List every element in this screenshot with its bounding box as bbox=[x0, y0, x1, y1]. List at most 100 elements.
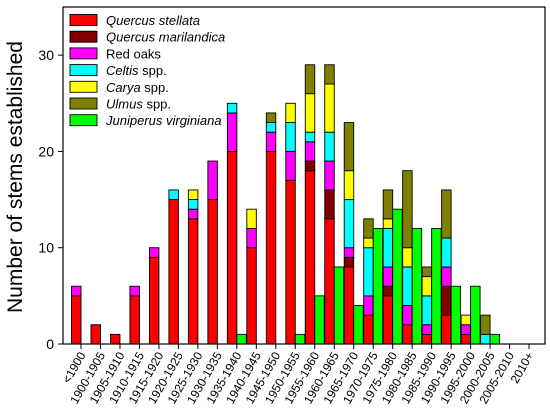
y-axis-label: Number of stems established bbox=[4, 41, 27, 313]
bar-quercus-stellata-1990-1995 bbox=[441, 314, 452, 345]
bar-quercus-stellata-1900-1905 bbox=[90, 324, 101, 345]
bar-quercus-marilandica-1990-1995 bbox=[441, 285, 452, 316]
bar-juniperus-virginiana-1980-1985 bbox=[411, 228, 423, 345]
bar-celtis-spp-1990-1995 bbox=[441, 237, 452, 268]
legend-label: Ulmus spp. bbox=[106, 97, 171, 112]
bar-red-oaks-1935-1940 bbox=[226, 112, 238, 152]
legend-label: Juniperus virginiana bbox=[105, 113, 222, 128]
bar-carya-spp-1950-1955 bbox=[285, 102, 296, 124]
bar-carya-spp-1955-1960 bbox=[304, 93, 316, 133]
bar-quercus-stellata-1920-1925 bbox=[168, 199, 179, 345]
y-tick-label: 30 bbox=[38, 47, 54, 63]
legend-swatch bbox=[69, 114, 98, 127]
bar-carya-spp-1940-1945 bbox=[246, 208, 257, 229]
bar-ulmus-spp-1960-1965 bbox=[324, 64, 335, 85]
bar-quercus-stellata-1950-1955 bbox=[285, 179, 296, 345]
bar-red-oaks-1990-1995 bbox=[441, 266, 452, 287]
bar-juniperus-virginiana-2000-2005 bbox=[489, 333, 501, 345]
legend-item-ulmus-spp: Ulmus spp. bbox=[69, 97, 171, 112]
legend-swatch bbox=[69, 14, 98, 26]
legend-label: Quercus stellata bbox=[106, 13, 200, 28]
bar-quercus-stellata-1905-1910 bbox=[110, 333, 121, 345]
bar-juniperus-virginiana-1960-1965 bbox=[333, 266, 345, 345]
legend-item-quercus-stellata: Quercus stellata bbox=[69, 13, 200, 28]
bar-red-oaks-1910-1915 bbox=[129, 285, 140, 297]
bar-juniperus-virginiana-1950-1955 bbox=[294, 333, 306, 345]
legend-swatch bbox=[69, 47, 98, 60]
bar-quercus-stellata-1910-1915 bbox=[129, 295, 140, 345]
bar-red-oaks-1975-1980 bbox=[382, 266, 394, 287]
bar-quercus-stellata-1940-1945 bbox=[246, 247, 257, 345]
bar-juniperus-virginiana-1990-1995 bbox=[450, 285, 462, 345]
bar-ulmus-spp-2000-2005 bbox=[480, 314, 491, 335]
bar-quercus-stellata-1980-1985 bbox=[402, 324, 413, 345]
y-tick-label: 20 bbox=[38, 143, 54, 159]
bar-red-oaks-1965-1970 bbox=[343, 247, 355, 258]
bar-ulmus-spp-1945-1950 bbox=[265, 112, 277, 123]
bar-quercus-stellata-1995-2000 bbox=[460, 333, 472, 345]
bar-celtis-spp-1965-1970 bbox=[343, 199, 355, 249]
bar-celtis-spp-1970-1975 bbox=[363, 247, 374, 297]
y-tick-label: 10 bbox=[38, 240, 54, 256]
plot-frame bbox=[62, 6, 546, 345]
bar-ulmus-spp-1970-1975 bbox=[363, 218, 374, 239]
bar-quercus-stellata-lt-1900 bbox=[71, 295, 82, 345]
bar-quercus-marilandica-1975-1980 bbox=[382, 285, 394, 297]
bar-quercus-stellata-1930-1935 bbox=[207, 199, 218, 345]
bar-quercus-marilandica-1965-1970 bbox=[343, 256, 355, 268]
bar-red-oaks-1970-1975 bbox=[363, 295, 374, 316]
bar-carya-spp-1960-1965 bbox=[324, 83, 335, 133]
bar-ulmus-spp-1955-1960 bbox=[304, 64, 316, 95]
bar-celtis-spp-1960-1965 bbox=[324, 131, 335, 162]
bar-quercus-stellata-1925-1930 bbox=[187, 218, 199, 345]
bar-quercus-stellata-1965-1970 bbox=[343, 266, 355, 345]
bar-juniperus-virginiana-1965-1970 bbox=[353, 305, 364, 345]
bar-red-oaks-1985-1990 bbox=[421, 324, 433, 335]
legend-item-red-oaks: Red oaks bbox=[69, 46, 161, 61]
bar-quercus-marilandica-1955-1960 bbox=[304, 160, 316, 172]
bar-ulmus-spp-1985-1990 bbox=[421, 266, 433, 278]
bar-quercus-stellata-1960-1965 bbox=[324, 218, 335, 345]
bar-celtis-spp-2000-2005 bbox=[480, 333, 491, 345]
bar-celtis-spp-1925-1930 bbox=[187, 199, 199, 210]
bar-quercus-stellata-1945-1950 bbox=[265, 150, 277, 345]
bar-quercus-stellata-1915-1920 bbox=[148, 256, 160, 345]
bar-carya-spp-1965-1970 bbox=[343, 170, 355, 201]
bar-red-oaks-1925-1930 bbox=[187, 208, 199, 220]
bar-celtis-spp-1955-1960 bbox=[304, 131, 316, 143]
bar-red-oaks-1940-1945 bbox=[246, 228, 257, 249]
bar-celtis-spp-1935-1940 bbox=[226, 102, 238, 114]
y-tick-label: 0 bbox=[46, 336, 54, 352]
bar-juniperus-virginiana-1935-1940 bbox=[236, 333, 247, 345]
legend-swatch bbox=[69, 30, 98, 43]
bar-red-oaks-1995-2000 bbox=[460, 324, 472, 335]
bar-quercus-stellata-1955-1960 bbox=[304, 170, 316, 345]
bar-juniperus-virginiana-1975-1980 bbox=[392, 208, 403, 345]
legend-label: Celtis spp. bbox=[106, 63, 167, 78]
bar-quercus-marilandica-1960-1965 bbox=[324, 189, 335, 220]
bar-red-oaks-1960-1965 bbox=[324, 160, 335, 191]
bar-quercus-stellata-1970-1975 bbox=[363, 314, 374, 345]
legend-swatch bbox=[69, 64, 98, 77]
bar-quercus-stellata-1935-1940 bbox=[226, 150, 238, 345]
bar-celtis-spp-1980-1985 bbox=[402, 266, 413, 306]
bar-ulmus-spp-1980-1985 bbox=[402, 170, 413, 249]
bar-red-oaks-1980-1985 bbox=[402, 305, 413, 326]
bar-celtis-spp-1920-1925 bbox=[168, 189, 179, 201]
bar-juniperus-virginiana-1970-1975 bbox=[372, 228, 384, 345]
y-axis: 0 10 20 30 bbox=[38, 47, 63, 352]
bar-ulmus-spp-1990-1995 bbox=[441, 189, 452, 239]
bar-juniperus-virginiana-1955-1960 bbox=[314, 295, 325, 345]
bar-quercus-stellata-1985-1990 bbox=[421, 333, 433, 345]
legend-label: Carya spp. bbox=[106, 80, 169, 95]
bar-ulmus-spp-1975-1980 bbox=[382, 189, 394, 220]
x-axis: <19001900-19051905-19101910-19151915-192… bbox=[60, 344, 537, 406]
bar-red-oaks-1915-1920 bbox=[148, 247, 160, 258]
bar-carya-spp-1980-1985 bbox=[402, 247, 413, 268]
bar-celtis-spp-1950-1955 bbox=[285, 122, 296, 152]
legend-item-juniperus-virginiana: Juniperus virginiana bbox=[69, 113, 222, 128]
bar-juniperus-virginiana-1995-2000 bbox=[470, 285, 481, 345]
bar-carya-spp-1975-1980 bbox=[382, 218, 394, 229]
